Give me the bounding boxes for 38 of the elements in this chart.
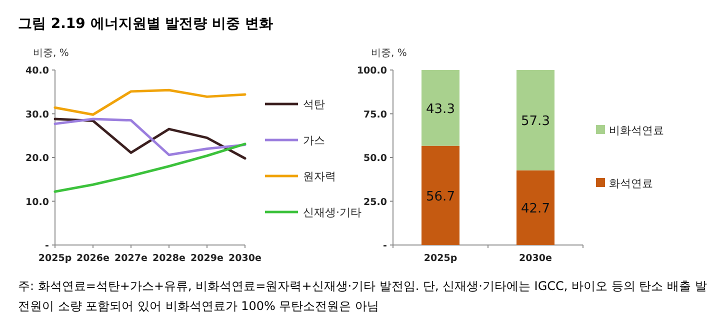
chart-title: 그림 2.19 에너지원별 발전량 비중 변화 xyxy=(18,16,273,32)
text: 주: 화석연료=석탄+가스+유류, 비화석연료=원자력+신재생·기타 발전임. 단, 신재생·기타에는 IGCC, 바이오 등의 탄소 배출 발전원이 소량 포함되어 있어 비화석연료가 100% 무탄소전원은 아님 xyxy=(18,278,708,315)
bar xyxy=(516,170,554,245)
bar xyxy=(516,70,554,170)
x-tick-label: 2027e xyxy=(114,253,148,264)
x-tick-label: 2030e xyxy=(519,253,552,264)
data-label: 42.7 xyxy=(521,202,550,217)
data-label: 56.7 xyxy=(426,189,455,204)
y-tick-label: 30.0 xyxy=(26,109,50,120)
y-tick-label: 100.0 xyxy=(356,66,388,76)
x-tick-label: 2028e xyxy=(152,253,186,264)
x-tick-label: 2030e xyxy=(228,253,262,264)
line-series xyxy=(54,142,246,193)
y-axis-title: 비중, % xyxy=(33,48,69,59)
y-tick-label: - xyxy=(383,240,388,252)
data-label: 57.3 xyxy=(521,114,550,130)
y-tick-label: 75.0 xyxy=(364,109,388,120)
x-tick-label: 2025p xyxy=(38,253,72,264)
y-axis-title: 비중, % xyxy=(371,48,407,59)
x-tick-label: 2025p xyxy=(424,253,458,264)
bar xyxy=(422,70,460,146)
legend-label: 원자력 xyxy=(303,170,336,183)
data-label: 43.3 xyxy=(426,102,455,117)
legend-label: 석탄 xyxy=(303,98,325,111)
y-tick-label: 50.0 xyxy=(364,153,388,164)
y-tick-label: 10.0 xyxy=(26,196,50,208)
bar xyxy=(422,146,460,245)
line-series xyxy=(54,88,246,116)
legend-label: 화석연료 xyxy=(609,177,653,190)
x-tick-label: 2029e xyxy=(190,253,224,264)
y-tick-label: 20.0 xyxy=(26,153,50,164)
x-tick-label: 2026e xyxy=(76,253,110,264)
legend-label: 신재생·기타 xyxy=(303,206,362,219)
y-tick-label: 40.0 xyxy=(26,66,50,76)
legend-label: 비화석연료 xyxy=(609,124,664,137)
legend-label: 가스 xyxy=(303,134,325,147)
y-tick-label: - xyxy=(45,240,50,252)
y-tick-label: 25.0 xyxy=(364,196,388,208)
